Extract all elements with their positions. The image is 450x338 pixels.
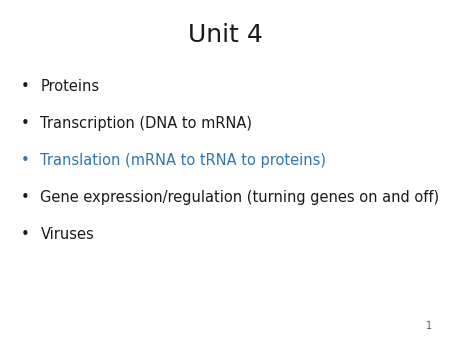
Text: •: •: [20, 153, 29, 168]
Text: Translation (mRNA to tRNA to proteins): Translation (mRNA to tRNA to proteins): [40, 153, 327, 168]
Text: Gene expression/regulation (turning genes on and off): Gene expression/regulation (turning gene…: [40, 190, 440, 205]
Text: Viruses: Viruses: [40, 227, 94, 242]
Text: •: •: [20, 227, 29, 242]
Text: Unit 4: Unit 4: [188, 23, 262, 48]
Text: •: •: [20, 190, 29, 205]
Text: Proteins: Proteins: [40, 79, 99, 94]
Text: •: •: [20, 79, 29, 94]
Text: •: •: [20, 116, 29, 131]
Text: Transcription (DNA to mRNA): Transcription (DNA to mRNA): [40, 116, 252, 131]
Text: 1: 1: [426, 321, 432, 331]
